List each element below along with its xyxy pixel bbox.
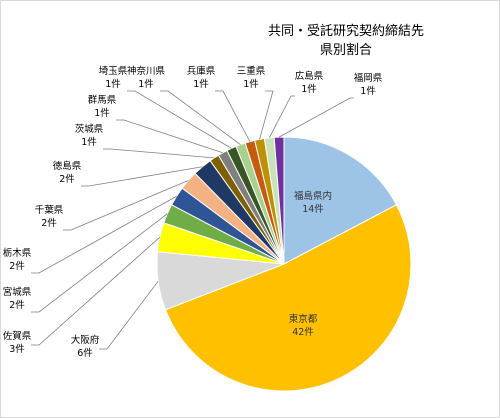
data-label-name-1: 東京都 <box>289 313 318 325</box>
data-label-11: 神奈川県 1件 <box>127 65 166 90</box>
data-label-6: 千葉県 2件 <box>35 204 64 229</box>
data-label-value-12: 1件 <box>193 78 209 90</box>
data-label-name-11: 神奈川県 <box>127 65 166 77</box>
data-label-value-6: 2件 <box>41 217 57 229</box>
data-label-value-15: 1件 <box>360 85 376 97</box>
data-label-name-7: 徳島県 <box>53 160 82 172</box>
pie-slices <box>156 136 412 392</box>
leader-line-12 <box>215 90 251 142</box>
data-label-0: 福島県内 14件 <box>294 190 332 215</box>
data-label-value-9: 1件 <box>94 107 110 119</box>
data-label-1: 東京都 42件 <box>289 313 318 338</box>
leader-line-11 <box>160 90 241 145</box>
data-label-value-7: 2件 <box>59 173 75 185</box>
data-label-value-8: 1件 <box>81 136 97 148</box>
leader-line-9 <box>116 119 223 154</box>
data-label-name-13: 三重県 <box>237 65 266 77</box>
chart-title-line-2: 県別割合 <box>320 42 372 58</box>
data-label-name-8: 茨城県 <box>75 123 104 135</box>
leader-line-7 <box>81 166 203 187</box>
leader-line-3 <box>31 236 161 346</box>
data-label-value-0: 14件 <box>302 203 324 215</box>
data-label-name-5: 栃木県 <box>3 247 32 259</box>
data-label-value-10: 1件 <box>105 78 121 90</box>
data-label-name-15: 福岡県 <box>354 72 383 84</box>
data-label-value-4: 2件 <box>9 299 25 311</box>
data-label-value-3: 3件 <box>9 343 25 355</box>
data-label-4: 宮城県 2件 <box>3 286 32 311</box>
leader-line-14 <box>268 95 295 139</box>
chart-title-line-1: 共同・受託研究契約締結先 <box>268 23 424 39</box>
data-label-2: 大阪府 6件 <box>71 334 100 359</box>
leader-line-4 <box>31 213 168 313</box>
pie-slice-1 <box>164 204 412 392</box>
data-label-14: 広島県 1件 <box>295 70 324 95</box>
leader-line-10 <box>127 90 232 149</box>
pie-slice-0 <box>283 136 398 265</box>
data-label-name-0: 福島県内 <box>294 190 332 202</box>
data-label-9: 群馬県 1件 <box>88 94 117 119</box>
data-label-name-9: 群馬県 <box>88 94 117 106</box>
pie-slice-15 <box>273 136 285 265</box>
data-label-name-10: 埼玉県 <box>99 65 128 77</box>
data-label-name-2: 大阪府 <box>71 334 100 346</box>
data-label-5: 栃木県 2件 <box>3 247 32 272</box>
data-label-3: 佐賀県 3件 <box>3 330 32 355</box>
data-label-name-3: 佐賀県 <box>3 330 32 342</box>
data-label-name-12: 兵庫県 <box>187 65 216 77</box>
data-label-value-14: 1件 <box>301 83 317 95</box>
data-label-name-14: 広島県 <box>295 70 324 82</box>
data-label-value-13: 1件 <box>243 78 259 90</box>
leader-line-2 <box>99 280 159 350</box>
leader-line-15 <box>278 97 354 138</box>
data-label-10: 埼玉県 1件 <box>99 65 128 90</box>
data-label-7: 徳島県 2件 <box>53 160 82 185</box>
leader-lines <box>31 90 354 350</box>
leader-line-6 <box>63 180 189 231</box>
leader-line-5 <box>31 195 177 274</box>
data-label-15: 福岡県 1件 <box>354 72 383 97</box>
data-label-value-2: 6件 <box>77 347 93 359</box>
data-label-value-1: 42件 <box>292 326 314 338</box>
leader-line-13 <box>259 90 274 140</box>
data-label-8: 茨城県 1件 <box>75 123 104 148</box>
leader-line-8 <box>103 148 215 159</box>
data-label-13: 三重県 1件 <box>237 65 266 90</box>
data-label-name-6: 千葉県 <box>35 204 64 216</box>
data-label-value-11: 1件 <box>138 78 154 90</box>
data-label-value-5: 2件 <box>9 260 25 272</box>
data-label-12: 兵庫県 1件 <box>187 65 216 90</box>
data-label-name-4: 宮城県 <box>3 286 32 298</box>
